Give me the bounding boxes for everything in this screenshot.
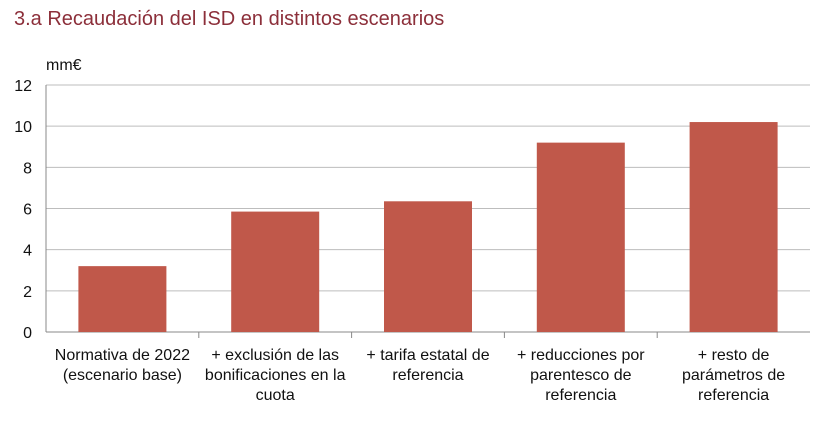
chart-title: 3.a Recaudación del ISD en distintos esc…	[14, 8, 445, 30]
y-tick-label: 6	[23, 202, 32, 219]
x-category-label-line: referencia	[698, 387, 769, 404]
bar	[78, 266, 167, 332]
x-category-label-line: referencia	[545, 387, 616, 404]
x-category-label: + tarifa estatal de referencia	[366, 347, 489, 384]
x-category-label-line: + exclusión de las	[211, 347, 339, 364]
bar	[384, 201, 472, 332]
bar	[689, 122, 778, 332]
x-category-label: Normativa de 2022 (escenario base)	[55, 347, 190, 384]
y-tick-label: 10	[14, 119, 32, 136]
x-category-label: + resto de parámetros de referencia	[682, 347, 785, 404]
x-category-label-line: + reducciones por	[517, 347, 645, 364]
x-category-label: + exclusión de las bonificaciones en la cu…	[205, 347, 346, 404]
x-category-label-line: (escenario base)	[63, 367, 182, 384]
x-category-label-line: cuota	[256, 387, 295, 404]
bar	[231, 211, 320, 332]
bar	[536, 142, 625, 332]
y-tick-label: 2	[23, 284, 32, 301]
x-category-label-line: parentesco de	[530, 367, 632, 384]
x-category-label-line: + resto de	[698, 347, 770, 364]
y-tick-label: 8	[23, 160, 32, 177]
y-axis-unit-label: mm€	[46, 57, 82, 74]
y-tick-label: 12	[14, 78, 32, 95]
y-tick-label: 4	[23, 243, 32, 260]
x-category-label-line: bonificaciones en la	[205, 367, 346, 384]
x-category-label: + reducciones por parentesco de referencia	[517, 347, 645, 404]
x-category-label-line: + tarifa estatal de	[366, 347, 489, 364]
x-category-label-line: referencia	[392, 367, 463, 384]
x-category-label-line: parámetros de	[682, 367, 785, 384]
x-category-label-line: Normativa de 2022	[55, 347, 190, 364]
y-tick-label: 0	[23, 325, 32, 342]
